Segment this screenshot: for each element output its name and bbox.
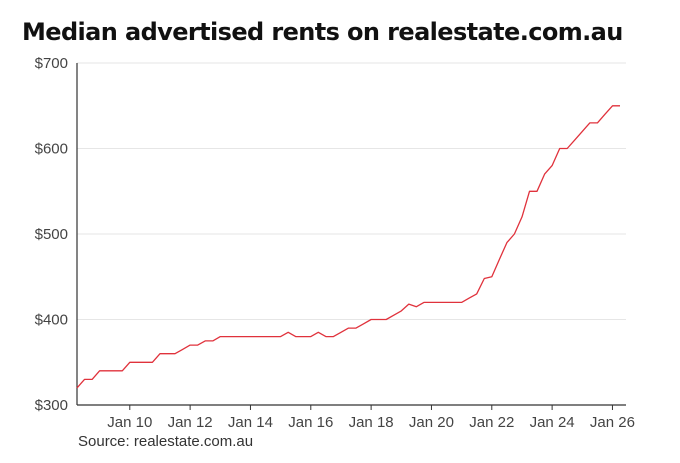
x-tick-label: Jan 22 [469,414,514,431]
y-tick-label: $700 [35,55,68,72]
y-tick-label: $500 [35,226,68,243]
y-tick-label: $600 [35,141,68,158]
chart-title: Median advertised rents on realestate.co… [22,18,623,46]
x-axis-ticks: Jan 10 Jan 12 Jan 14 Jan 16 Jan 18 Jan 20 Jan … [107,405,635,431]
series-layer [76,105,620,389]
y-axis-ticks: $300 $400 $500 $600 $700 [35,55,68,414]
x-tick-label: Jan 18 [349,414,394,431]
x-tick-label: Jan 16 [288,414,333,431]
series-line-median-rent [76,105,620,389]
y-tick-label: $400 [35,312,68,329]
y-tick-label: $300 [35,397,68,414]
axes [76,63,626,406]
gridlines [77,62,626,320]
x-tick-label: Jan 20 [409,414,454,431]
x-tick-label: Jan 24 [530,414,575,431]
x-tick-label: Jan 12 [168,414,213,431]
x-tick-label: Jan 14 [228,414,273,431]
source-note: Source: realestate.com.au [78,433,254,450]
x-tick-label: Jan 10 [107,414,152,431]
x-tick-label: Jan 26 [590,414,635,431]
